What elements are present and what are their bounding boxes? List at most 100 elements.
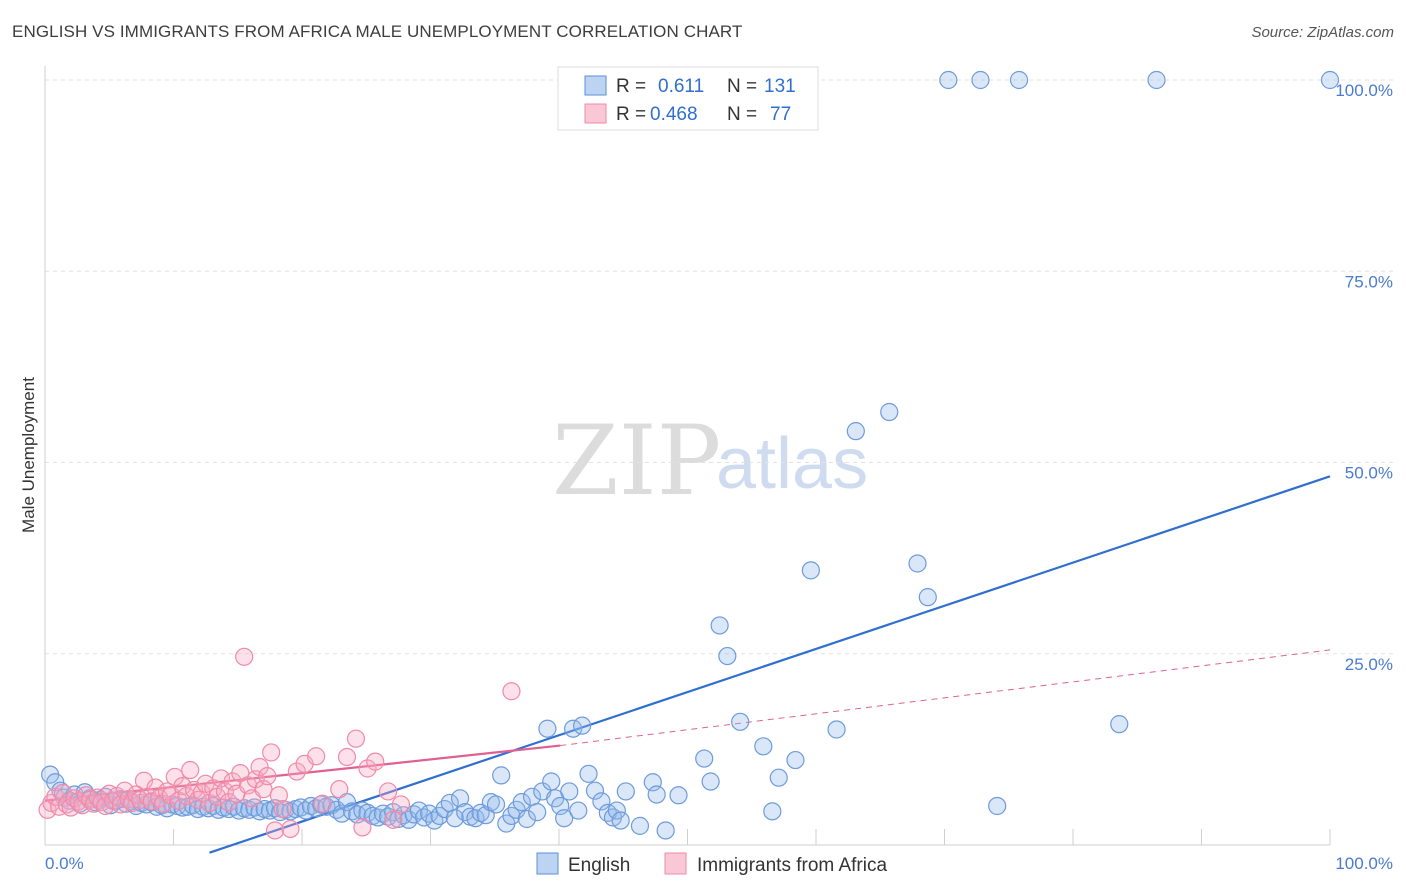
english-point-79	[445, 809, 465, 828]
africa-point-60	[269, 786, 288, 805]
english-point-138	[1110, 715, 1129, 734]
english-point-101	[555, 809, 574, 828]
africa-point-28	[146, 778, 165, 797]
africa-point-65	[307, 747, 326, 766]
english-point-136	[988, 796, 1007, 816]
legend-n-value-english: 131	[764, 76, 796, 97]
english-trendline	[209, 475, 1331, 854]
bottom-legend-label-english: English	[568, 855, 630, 876]
africa-point-61	[273, 799, 292, 819]
english-point-140	[1320, 70, 1340, 90]
english-point-102	[560, 782, 579, 801]
english-point-126	[769, 768, 788, 787]
y-tick-label-3: 100.0%	[1335, 81, 1393, 100]
english-point-88	[492, 766, 511, 785]
legend-swatch-africa	[584, 103, 607, 124]
africa-point-43	[204, 779, 223, 798]
english-point-124	[754, 737, 773, 756]
english-point-122	[718, 646, 737, 666]
english-point-127	[786, 750, 805, 770]
english-point-80	[450, 789, 470, 808]
legend-r-value-english: 0.611	[658, 76, 704, 97]
africa-point-46	[215, 782, 234, 801]
africa-point-75	[391, 795, 411, 814]
x-tick-label-0: 0.0%	[45, 854, 84, 873]
legend-r-label-english: R =	[616, 76, 646, 97]
english-point-112	[611, 811, 630, 830]
africa-point-35	[173, 776, 192, 796]
english-point-108	[592, 792, 611, 811]
africa-point-58	[262, 743, 281, 762]
english-point-106	[579, 764, 598, 783]
english-point-125	[763, 802, 782, 821]
english-point-116	[647, 785, 666, 804]
legend-r-value-africa: 0.468	[650, 104, 698, 125]
africa-trendline-extension	[560, 649, 1331, 747]
legend-n-label-africa: N =	[727, 104, 757, 125]
watermark: ZIP atlas	[552, 405, 868, 517]
africa-point-73	[378, 782, 398, 801]
english-point-114	[630, 816, 650, 835]
english-point-134	[939, 70, 958, 90]
y-tick-labels: 25.0% 50.0% 75.0% 100.0%	[1335, 81, 1393, 674]
africa-point-37	[181, 760, 200, 780]
legend-swatch-english	[584, 75, 607, 96]
africa-point-74	[384, 810, 403, 829]
english-point-70	[399, 810, 418, 829]
english-point-59	[343, 802, 362, 821]
english-point-111	[607, 801, 626, 820]
x-tick-labels: 0.0% 100.0%	[45, 854, 1393, 873]
africa-point-57	[258, 767, 277, 786]
english-point-93	[517, 809, 536, 829]
english-point-97	[538, 719, 557, 738]
english-point-87	[486, 795, 506, 814]
africa-point-59	[265, 821, 285, 840]
grid-lines	[45, 79, 1395, 655]
africa-point-72	[366, 752, 385, 771]
bottom-legend-swatch-africa	[664, 852, 687, 875]
english-point-118	[669, 786, 688, 805]
africa-point-62	[281, 819, 300, 839]
africa-point-71	[358, 759, 377, 778]
africa-point-33	[165, 767, 184, 787]
y-tick-label-0: 25.0%	[1345, 655, 1393, 674]
bottom-legend-swatch-english	[536, 852, 559, 875]
english-point-133	[918, 588, 937, 607]
english-point-123	[731, 712, 750, 731]
africa-point-55	[250, 757, 269, 777]
english-point-128	[801, 561, 820, 580]
english-point-83	[466, 809, 485, 828]
english-point-137	[1009, 70, 1029, 90]
english-point-104	[569, 801, 588, 820]
africa-point-68	[337, 747, 357, 767]
english-point-132	[908, 554, 927, 573]
english-point-131	[880, 402, 899, 422]
africa-point-69	[346, 729, 366, 748]
africa-point-4	[53, 783, 73, 803]
data-points	[38, 70, 1340, 840]
english-point-113	[616, 782, 635, 801]
english-point-139	[1147, 70, 1166, 90]
africa-point-66	[313, 794, 332, 813]
africa-point-70	[353, 818, 372, 837]
y-axis-label: Male Unemployment	[19, 377, 38, 533]
correlation-legend: R = 0.611 N = 131 R = 0.468 N = 77	[557, 66, 819, 131]
english-point-119	[695, 749, 714, 768]
africa-point-76	[502, 682, 521, 701]
x-tick-label-1: 100.0%	[1335, 854, 1393, 873]
english-point-105	[573, 716, 592, 735]
legend-n-value-africa: 77	[770, 104, 791, 125]
africa-point-40	[192, 783, 211, 803]
chart-source: Source: ZipAtlas.com	[1251, 24, 1394, 41]
english-point-117	[656, 821, 675, 840]
watermark-zip: ZIP	[552, 405, 721, 517]
legend-r-label-africa: R =	[616, 104, 646, 125]
y-tick-label-1: 50.0%	[1345, 464, 1393, 483]
bottom-legend-label-africa: Immigrants from Africa	[697, 855, 887, 876]
english-point-129	[827, 720, 846, 739]
legend-n-label-english: N =	[727, 76, 757, 97]
english-point-135	[971, 70, 990, 90]
english-point-121	[710, 616, 729, 635]
english-point-95	[528, 803, 547, 822]
